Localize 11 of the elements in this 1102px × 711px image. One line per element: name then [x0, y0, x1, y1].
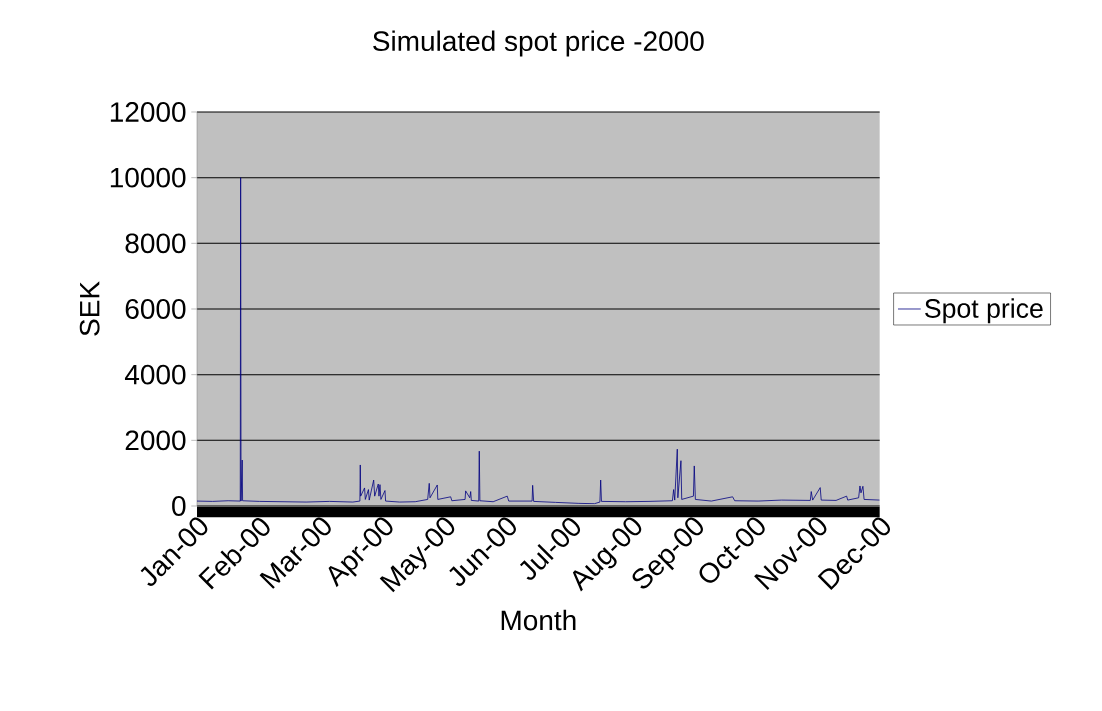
y-tick-label: 6000 — [125, 299, 186, 319]
legend-label: Spot price — [925, 298, 1043, 324]
y-tick-label: 10000 — [110, 167, 186, 188]
x-axis-title: Month — [501, 609, 576, 631]
y-tick-label: 8000 — [125, 233, 186, 254]
y-tick-label: 4000 — [124, 364, 186, 385]
y-tick-label: 12000 — [110, 102, 186, 122]
y-tick-label: 2000 — [125, 430, 186, 451]
chart-title: Simulated spot price -2000 — [373, 30, 704, 57]
y-tick-label: 0 — [172, 496, 186, 516]
y-axis-title: SEK — [79, 281, 100, 336]
